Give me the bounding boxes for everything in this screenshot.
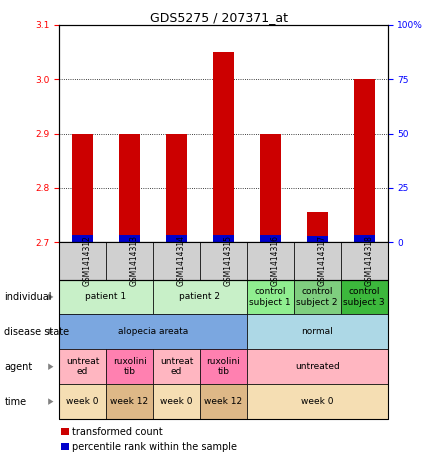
Text: week 0: week 0 xyxy=(301,397,333,406)
Bar xyxy=(213,52,234,242)
Text: individual: individual xyxy=(4,292,52,302)
Text: control
subject 2: control subject 2 xyxy=(297,287,338,307)
Text: patient 2: patient 2 xyxy=(180,293,220,301)
Text: GDS5275 / 207371_at: GDS5275 / 207371_at xyxy=(150,11,288,24)
Text: percentile rank within the sample: percentile rank within the sample xyxy=(72,442,237,452)
Text: GSM1414315: GSM1414315 xyxy=(223,236,233,286)
Text: GSM1414318: GSM1414318 xyxy=(364,236,373,286)
Text: GSM1414313: GSM1414313 xyxy=(130,236,138,286)
Bar xyxy=(260,235,281,242)
Text: GSM1414316: GSM1414316 xyxy=(270,236,279,286)
Bar xyxy=(353,235,375,242)
Text: week 12: week 12 xyxy=(110,397,148,406)
Text: ruxolini
tib: ruxolini tib xyxy=(206,357,240,376)
Text: transformed count: transformed count xyxy=(72,427,163,437)
Bar xyxy=(119,134,140,242)
Text: GSM1414312: GSM1414312 xyxy=(83,236,92,286)
Text: week 12: week 12 xyxy=(204,397,243,406)
Bar xyxy=(260,134,281,242)
Text: week 0: week 0 xyxy=(66,397,99,406)
Bar xyxy=(307,212,328,242)
Bar xyxy=(166,134,187,242)
Bar xyxy=(72,134,93,242)
Text: disease state: disease state xyxy=(4,327,70,337)
Text: control
subject 1: control subject 1 xyxy=(250,287,291,307)
Bar xyxy=(353,79,375,242)
Text: control
subject 3: control subject 3 xyxy=(343,287,385,307)
Text: alopecia areata: alopecia areata xyxy=(118,328,188,336)
Text: time: time xyxy=(4,396,27,407)
Bar xyxy=(307,236,328,242)
Bar xyxy=(72,235,93,242)
Text: GSM1414314: GSM1414314 xyxy=(177,236,185,286)
Bar xyxy=(119,235,140,242)
Text: GSM1414317: GSM1414317 xyxy=(317,236,326,286)
Text: untreated: untreated xyxy=(295,362,339,371)
Bar xyxy=(213,235,234,242)
Text: agent: agent xyxy=(4,361,32,372)
Text: week 0: week 0 xyxy=(160,397,193,406)
Text: patient 1: patient 1 xyxy=(85,293,127,301)
Text: untreat
ed: untreat ed xyxy=(160,357,193,376)
Text: untreat
ed: untreat ed xyxy=(66,357,99,376)
Text: ruxolini
tib: ruxolini tib xyxy=(113,357,146,376)
Bar xyxy=(166,235,187,242)
Text: normal: normal xyxy=(301,328,333,336)
